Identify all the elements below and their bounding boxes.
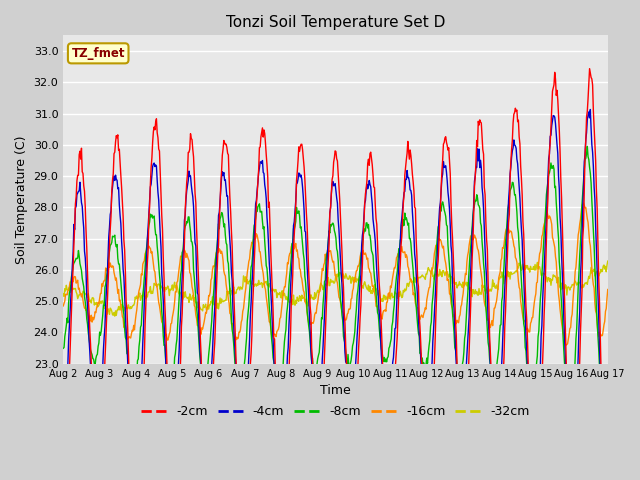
X-axis label: Time: Time bbox=[320, 384, 351, 397]
Text: TZ_fmet: TZ_fmet bbox=[72, 47, 125, 60]
Y-axis label: Soil Temperature (C): Soil Temperature (C) bbox=[15, 135, 28, 264]
Title: Tonzi Soil Temperature Set D: Tonzi Soil Temperature Set D bbox=[226, 15, 445, 30]
Legend: -2cm, -4cm, -8cm, -16cm, -32cm: -2cm, -4cm, -8cm, -16cm, -32cm bbox=[136, 400, 534, 423]
